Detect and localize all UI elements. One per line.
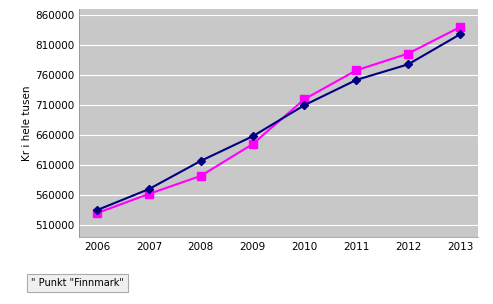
Driftsinntekter [94,211,100,215]
Y-axis label: Kr i hele tusen: Kr i hele tusen [22,85,32,161]
Driftsutgifter [198,159,204,163]
Text: " Punkt "Finnmark": " Punkt "Finnmark" [31,278,124,288]
Driftsinntekter [457,25,463,29]
Driftsutgifter [405,63,411,66]
Driftsinntekter [146,192,152,196]
Line: Driftsinntekter: Driftsinntekter [93,23,464,217]
Driftsinntekter [405,52,411,55]
Driftsutgifter [249,134,255,138]
Driftsutgifter [146,187,152,191]
Line: Driftsutgifter: Driftsutgifter [94,31,463,213]
Driftsutgifter [94,208,100,212]
Driftsinntekter [198,174,204,178]
Driftsinntekter [353,68,359,72]
Driftsinntekter [302,97,308,101]
Driftsinntekter [249,142,255,146]
Driftsutgifter [457,33,463,36]
Driftsutgifter [302,103,308,107]
Driftsutgifter [353,78,359,82]
